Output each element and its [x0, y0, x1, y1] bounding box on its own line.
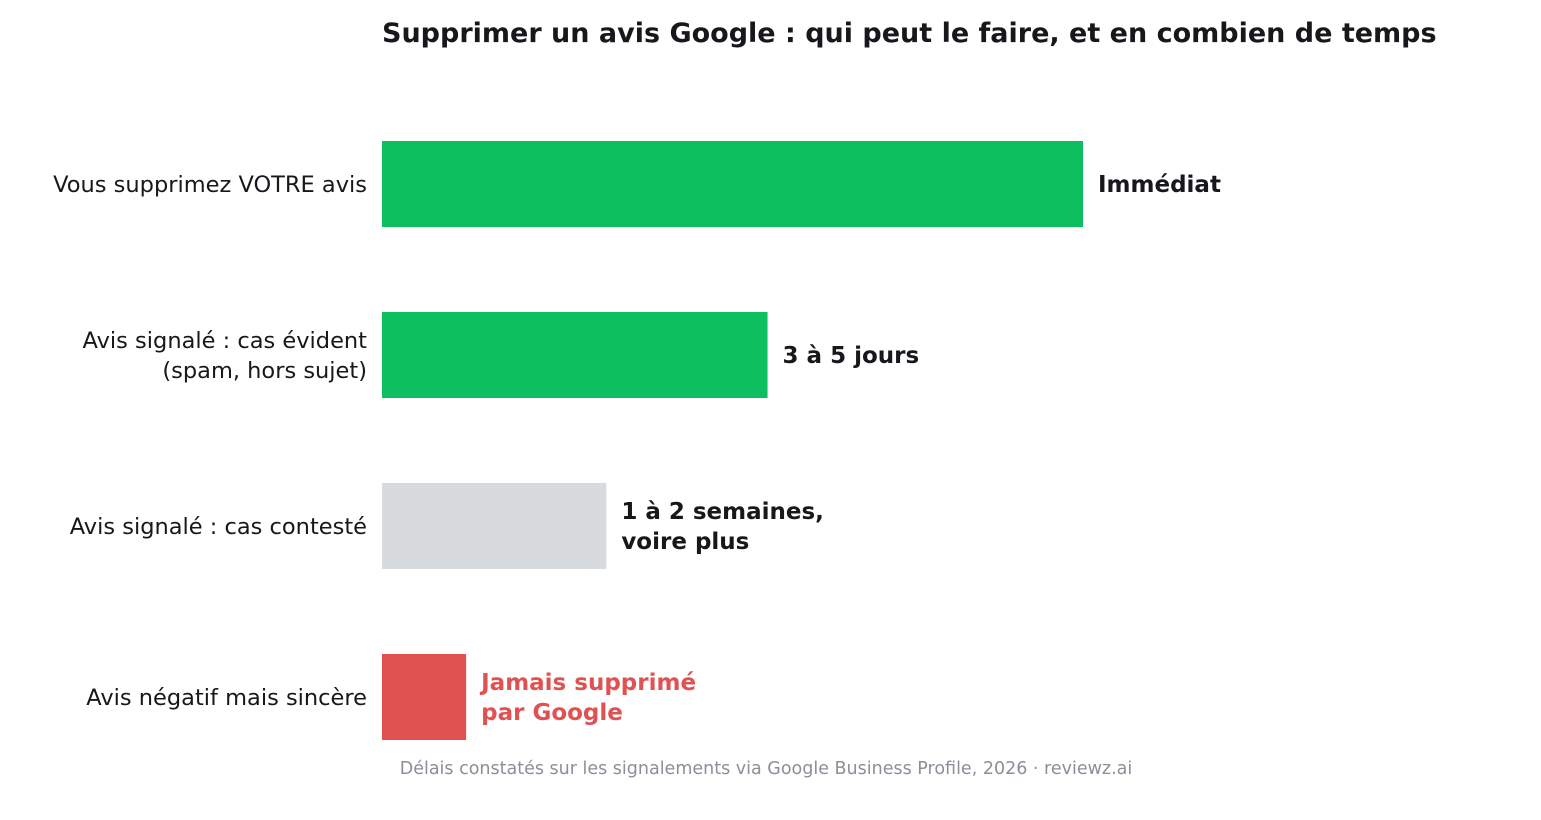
- bar-row: Vous supprimez VOTRE avis Immédiat: [53, 141, 1221, 227]
- bar: [382, 483, 607, 569]
- category-label: Avis signalé : cas contesté: [70, 514, 367, 540]
- value-label: 3 à 5 jours: [783, 343, 920, 369]
- bar: [382, 654, 467, 740]
- bar: [382, 312, 768, 398]
- category-label-line: (spam, hors sujet): [162, 358, 367, 384]
- category-label-line: Avis négatif mais sincère: [86, 685, 367, 711]
- bar-row: Avis signalé : cas évident (spam, hors su…: [83, 312, 920, 398]
- category-label-line: Avis signalé : cas contesté: [70, 514, 367, 540]
- category-label: Avis signalé : cas évident (spam, hors su…: [83, 328, 368, 384]
- category-label: Vous supprimez VOTRE avis: [53, 172, 367, 198]
- chart-source-note: Délais constatés sur les signalements vi…: [400, 759, 1133, 779]
- value-label: Immédiat: [1098, 172, 1221, 198]
- value-label-line: Immédiat: [1098, 172, 1221, 198]
- chart-title: Supprimer un avis Google : qui peut le f…: [382, 18, 1437, 49]
- value-label-line: Jamais supprimé: [479, 670, 696, 696]
- bar: [382, 141, 1083, 227]
- bar-row: Avis négatif mais sincère Jamais supprimé…: [86, 654, 696, 740]
- value-label-line: par Google: [481, 700, 623, 726]
- value-label-line: 1 à 2 semaines,: [621, 499, 824, 525]
- value-label-line: 3 à 5 jours: [783, 343, 920, 369]
- bars-group: Vous supprimez VOTRE avis Immédiat Avis si…: [53, 141, 1221, 740]
- category-label-line: Avis signalé : cas évident: [83, 328, 368, 354]
- category-label-line: Vous supprimez VOTRE avis: [53, 172, 367, 198]
- bar-row: Avis signalé : cas contesté 1 à 2 semaine…: [70, 483, 824, 569]
- value-label-line: voire plus: [621, 529, 749, 555]
- value-label: Jamais supprimé par Google: [479, 670, 696, 726]
- value-label: 1 à 2 semaines, voire plus: [621, 499, 824, 555]
- category-label: Avis négatif mais sincère: [86, 685, 367, 711]
